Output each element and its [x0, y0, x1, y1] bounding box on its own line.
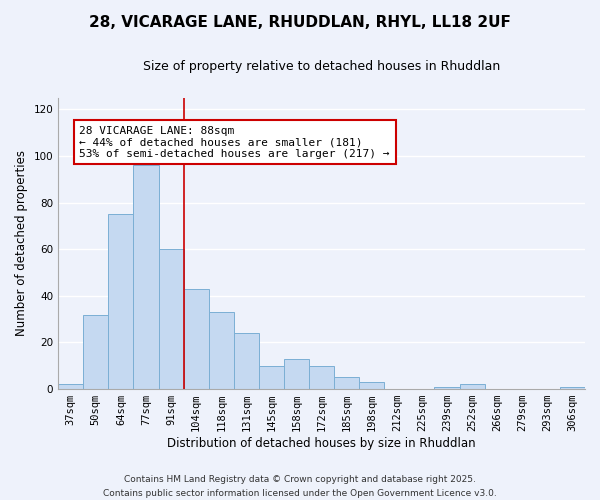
X-axis label: Distribution of detached houses by size in Rhuddlan: Distribution of detached houses by size …	[167, 437, 476, 450]
Bar	[460, 384, 485, 389]
Text: Contains HM Land Registry data © Crown copyright and database right 2025.
Contai: Contains HM Land Registry data © Crown c…	[103, 476, 497, 498]
Bar	[309, 366, 334, 389]
Bar	[184, 289, 209, 389]
Bar	[259, 366, 284, 389]
Text: 28 VICARAGE LANE: 88sqm
← 44% of detached houses are smaller (181)
53% of semi-d: 28 VICARAGE LANE: 88sqm ← 44% of detache…	[79, 126, 390, 159]
Bar	[434, 387, 460, 389]
Bar	[284, 359, 309, 389]
Bar	[234, 333, 259, 389]
Bar	[83, 314, 109, 389]
Bar	[58, 384, 83, 389]
Bar	[209, 312, 234, 389]
Text: 28, VICARAGE LANE, RHUDDLAN, RHYL, LL18 2UF: 28, VICARAGE LANE, RHUDDLAN, RHYL, LL18 …	[89, 15, 511, 30]
Y-axis label: Number of detached properties: Number of detached properties	[15, 150, 28, 336]
Bar	[133, 166, 158, 389]
Bar	[560, 387, 585, 389]
Bar	[334, 378, 359, 389]
Bar	[158, 250, 184, 389]
Bar	[109, 214, 133, 389]
Title: Size of property relative to detached houses in Rhuddlan: Size of property relative to detached ho…	[143, 60, 500, 73]
Bar	[359, 382, 385, 389]
